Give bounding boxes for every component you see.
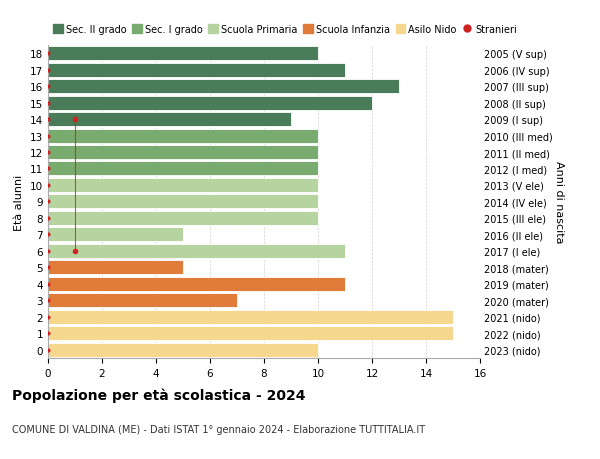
Bar (48, 129, 318, 143)
Bar (48, 96, 372, 110)
Bar (48, 162, 318, 176)
Bar (48, 228, 183, 242)
Bar (48, 326, 453, 341)
Text: COMUNE DI VALDINA (ME) - Dati ISTAT 1° gennaio 2024 - Elaborazione TUTTITALIA.IT: COMUNE DI VALDINA (ME) - Dati ISTAT 1° g… (12, 425, 425, 435)
Bar (48, 294, 237, 308)
Bar (48, 47, 318, 61)
Bar (48, 212, 318, 225)
Text: Popolazione per età scolastica - 2024: Popolazione per età scolastica - 2024 (12, 388, 305, 403)
Bar (48, 80, 399, 94)
Bar (48, 195, 318, 209)
Bar (48, 343, 318, 357)
Y-axis label: Età alunni: Età alunni (14, 174, 25, 230)
Y-axis label: Anni di nascita: Anni di nascita (554, 161, 564, 243)
Bar (48, 146, 318, 160)
Bar (48, 179, 318, 192)
Bar (48, 261, 183, 274)
Legend: Sec. II grado, Sec. I grado, Scuola Primaria, Scuola Infanzia, Asilo Nido, Stran: Sec. II grado, Sec. I grado, Scuola Prim… (53, 25, 517, 35)
Bar (48, 310, 453, 324)
Bar (48, 63, 345, 78)
Bar (48, 244, 345, 258)
Bar (48, 277, 345, 291)
Bar (48, 113, 291, 127)
